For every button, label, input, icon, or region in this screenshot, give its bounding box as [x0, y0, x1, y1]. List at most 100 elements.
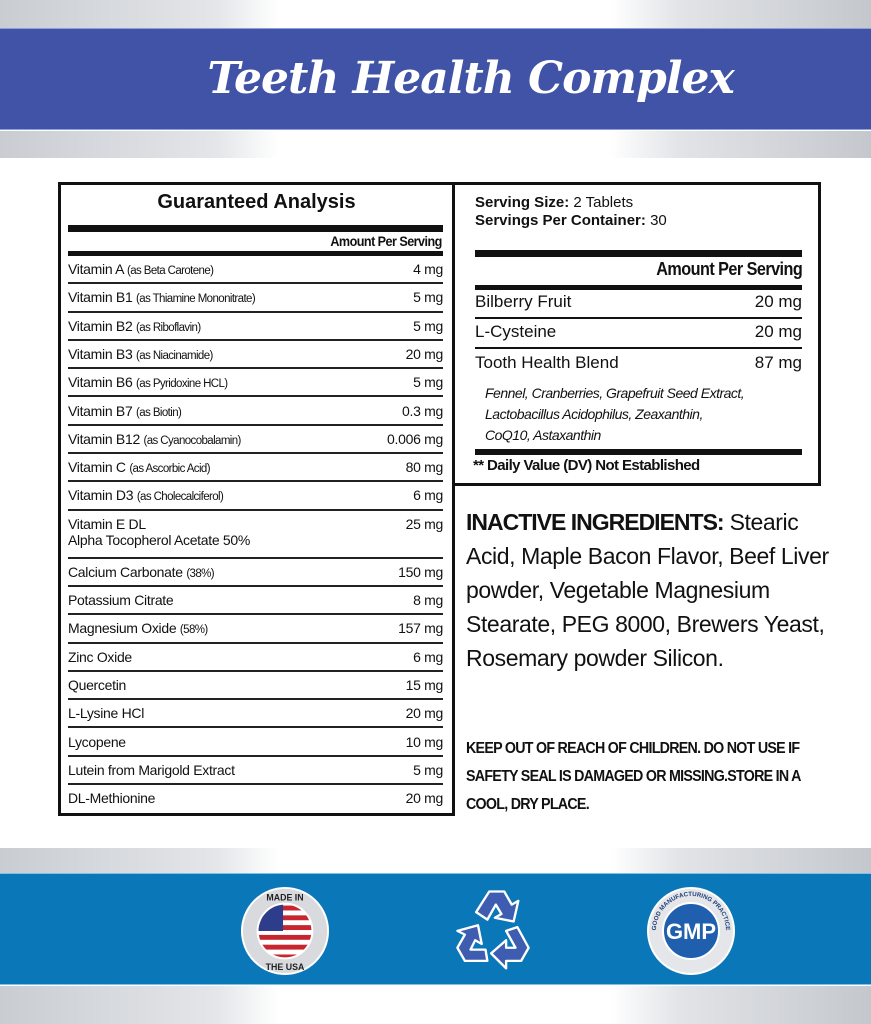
ingredient-name: L-Cysteine: [475, 322, 557, 341]
nutrient-label: Calcium Carbonate: [68, 563, 183, 580]
nutrient-label: Vitamin B1: [68, 289, 133, 306]
table-row: Vitamin B7 (as Biotin) 0.3 mg: [68, 398, 443, 426]
usa-badge-bottom-text: THE USA: [266, 962, 305, 972]
nutrient-label: Vitamin E DL: [68, 515, 146, 532]
nutrient-name: Potassium Citrate: [68, 592, 174, 608]
nutrient-label: Vitamin B7: [68, 402, 133, 419]
serving-size: 2 Tablets: [573, 194, 634, 211]
facts-row: Bilberry Fruit 20 mg: [475, 292, 802, 312]
nutrient-name: Lycopene: [68, 734, 126, 750]
nutrient-detail: (as Cholecalciferol): [136, 491, 224, 504]
nutrient-detail: Alpha Tocopherol Acetate 50%: [68, 531, 251, 548]
table-row: Vitamin D3 (as Cholecalciferol) 6 mg: [68, 482, 443, 511]
nutrient-detail: (as Beta Carotene): [127, 265, 214, 277]
nutrient-label: Vitamin B12: [68, 430, 140, 447]
table-row: Vitamin B2 (as Riboflavin) 5 mg: [68, 313, 443, 341]
divider: [475, 317, 802, 319]
nutrient-name: Vitamin A (as Beta Carotene): [68, 261, 214, 277]
nutrient-label: Quercetin: [68, 676, 126, 693]
nutrient-amount: 20 mg: [405, 790, 444, 807]
table-row: Vitamin E DL Alpha Tocopherol Acetate 50%…: [68, 511, 443, 559]
table-row: Vitamin B12 (as Cyanocobalamin) 0.006 mg: [68, 426, 443, 455]
gmp-text: GMP: [666, 919, 716, 944]
table-row: DL-Methionine 20 mg: [68, 785, 443, 813]
ingredient-name: Bilberry Fruit: [475, 292, 572, 311]
nutrient-amount: 25 mg: [405, 515, 444, 532]
facts-row: Tooth Health Blend 87 mg: [475, 353, 802, 373]
nutrient-name: Quercetin: [68, 677, 126, 693]
bottom-silver-strip-lower: [0, 986, 871, 1024]
serving-info: Serving Size: 2 Tablets Servings Per Con…: [475, 194, 667, 230]
nutrient-label: Vitamin C: [68, 459, 126, 476]
divider: [68, 251, 443, 256]
nutrient-amount: 20 mg: [405, 345, 444, 362]
nutrient-label: L-Lysine HCl: [68, 705, 145, 722]
made-in-usa-badge-icon: MADE IN THE USA: [240, 886, 330, 976]
badge-banner: [0, 873, 871, 985]
nutrient-detail: (as Cyanocobalamin): [143, 434, 242, 447]
nutrient-detail: (as Niacinamide): [136, 349, 213, 362]
table-row: Vitamin B6 (as Pyridoxine HCL) 5 mg: [68, 369, 443, 398]
blend-ingredients: Fennel, Cranberries, Grapefruit Seed Ext…: [485, 383, 745, 446]
nutrient-amount: 5 mg: [413, 289, 443, 306]
nutrient-name: Vitamin B2 (as Riboflavin): [68, 318, 201, 334]
warning-text: KEEP OUT OF REACH OF CHILDREN. DO NOT US…: [466, 740, 801, 813]
bottom-silver-strip: [0, 848, 871, 873]
table-row: Magnesium Oxide (58%) 157 mg: [68, 615, 443, 644]
nutrient-amount: 5 mg: [413, 374, 443, 391]
nutrient-detail: (38%): [186, 567, 215, 580]
nutrient-name: Vitamin B6 (as Pyridoxine HCL): [68, 374, 228, 390]
nutrient-name: Vitamin E DL Alpha Tocopherol Acetate 50%: [68, 516, 250, 548]
nutrient-detail: (as Riboflavin): [136, 321, 201, 334]
nutrient-amount: 4 mg: [413, 261, 443, 277]
table-row: Calcium Carbonate (38%) 150 mg: [68, 559, 443, 587]
nutrient-label: Vitamin B2: [68, 317, 133, 334]
nutrient-amount: 8 mg: [413, 592, 443, 608]
inactive-label: INACTIVE INGREDIENTS:: [466, 509, 725, 535]
nutrient-amount: 150 mg: [398, 563, 443, 580]
ingredient-amount: 20 mg: [754, 292, 802, 311]
nutrient-detail: (as Biotin): [136, 406, 182, 419]
inactive-ingredients: INACTIVE INGREDIENTS: Stearic Acid, Mapl…: [466, 505, 846, 675]
divider: [68, 225, 443, 232]
nutrient-amount: 80 mg: [405, 459, 444, 476]
divider: [475, 347, 802, 349]
nutrient-amount: 6 mg: [413, 487, 443, 504]
amount-header: Amount Per Serving: [655, 259, 803, 279]
table-row: Vitamin B1 (as Thiamine Mononitrate) 5 mg: [68, 284, 443, 313]
nutrient-label: Magnesium Oxide: [68, 620, 177, 637]
nutrient-amount: 0.006 mg: [387, 430, 443, 447]
blend-line: Fennel, Cranberries, Grapefruit Seed Ext…: [485, 385, 745, 401]
nutrient-name: Vitamin B3 (as Niacinamide): [68, 346, 213, 362]
nutrient-detail: (as Thiamine Mononitrate): [136, 293, 256, 306]
nutrient-amount: 5 mg: [413, 317, 443, 334]
table-row: Lycopene 10 mg: [68, 729, 443, 757]
table-row: Vitamin B3 (as Niacinamide) 20 mg: [68, 341, 444, 370]
nutrient-name: Vitamin B12 (as Cyanocobalamin): [68, 431, 241, 447]
nutrient-amount: 6 mg: [413, 648, 443, 665]
table-row: Potassium Citrate 8 mg: [68, 587, 443, 616]
nutrient-amount: 5 mg: [413, 761, 443, 778]
gmp-badge-icon: GOOD MANUFACTURING PRACTICE GMP: [647, 887, 735, 975]
product-title: Teeth Health Complex: [207, 53, 734, 104]
table-row: L-Lysine HCl 20 mg: [68, 700, 444, 729]
nutrient-name: Magnesium Oxide (58%): [68, 620, 208, 636]
nutrient-name: Zinc Oxide: [68, 649, 132, 665]
divider: [475, 449, 802, 455]
nutrient-amount: 0.3 mg: [402, 402, 443, 419]
nutrient-label: Lycopene: [68, 733, 126, 750]
servings-label: Servings Per Container:: [475, 212, 646, 229]
nutrient-label: Vitamin B3: [68, 345, 133, 362]
nutrient-label: Vitamin A: [68, 261, 124, 277]
nutrient-name: Vitamin B1 (as Thiamine Mononitrate): [68, 289, 256, 306]
serving-size-label: Serving Size:: [475, 194, 570, 211]
divider: [475, 250, 802, 257]
dv-footnote: ** Daily Value (DV) Not Established: [473, 457, 700, 474]
nutrient-amount: 20 mg: [405, 705, 444, 722]
servings-per-container: 30: [650, 212, 667, 229]
ingredient-name: Tooth Health Blend: [475, 353, 619, 372]
top-silver-strip-lower: [0, 131, 871, 158]
nutrient-name: Vitamin C (as Ascorbic Acid): [68, 459, 211, 476]
guaranteed-analysis-heading: Guaranteed Analysis: [157, 191, 356, 213]
nutrient-detail: (as Pyridoxine HCL): [136, 378, 228, 391]
